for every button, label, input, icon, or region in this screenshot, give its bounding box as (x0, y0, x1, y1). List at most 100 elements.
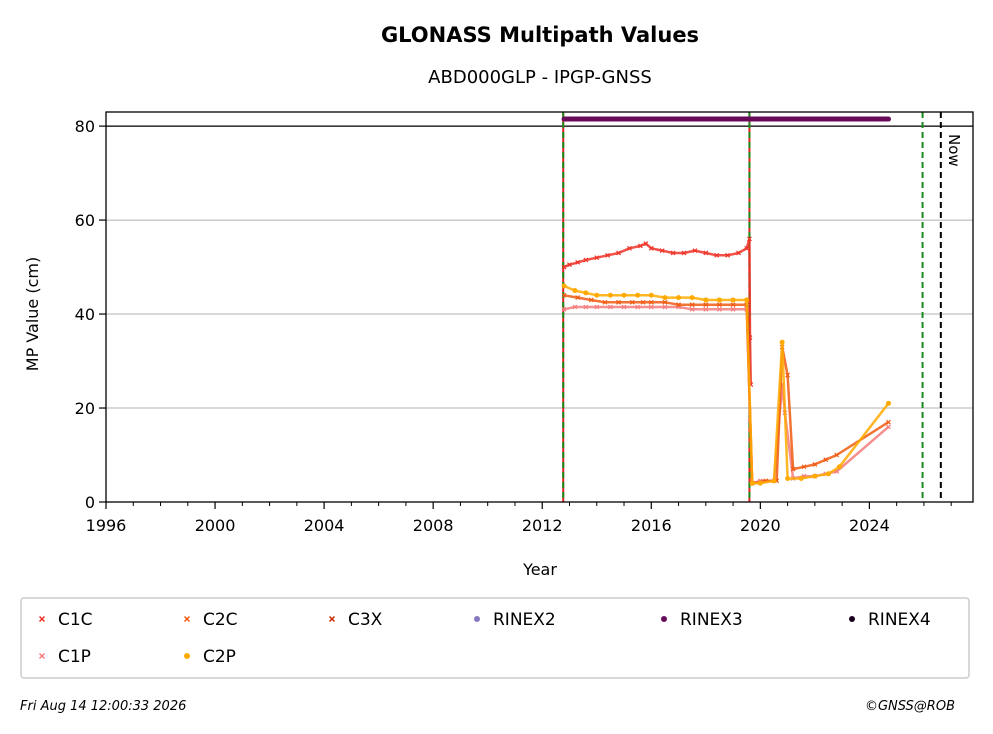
data-point-RINEX3 (836, 116, 842, 122)
data-point-C2C (602, 299, 608, 305)
data-point-C2P (826, 471, 831, 477)
data-point-RINEX3 (594, 116, 600, 122)
data-point-C1C (616, 250, 621, 256)
data-point-C1C (670, 250, 676, 256)
data-point-RINEX3 (812, 116, 818, 122)
data-point-C1C (659, 248, 665, 254)
point-mark (648, 299, 654, 305)
legend-item-RINEX3: RINEX3 (661, 610, 743, 630)
data-point-C2C (886, 419, 891, 425)
x-tick-label: 2024 (849, 516, 890, 535)
data-point-RINEX3 (796, 116, 802, 122)
data-point-C2P (648, 292, 654, 298)
point-mark (621, 304, 627, 310)
point-mark (662, 304, 668, 310)
point-mark (801, 464, 807, 470)
legend-label: RINEX4 (868, 610, 931, 630)
data-point-C2C (648, 299, 654, 305)
data-point-C2C (588, 297, 594, 303)
data-point-C2P (561, 283, 567, 289)
point-mark (676, 302, 681, 308)
y-tick-label: 40 (75, 305, 95, 324)
data-point-C2P (594, 292, 600, 298)
legend-marker (661, 616, 667, 622)
point-mark (659, 248, 665, 254)
data-point-C2P (572, 288, 578, 294)
data-point-RINEX3 (714, 116, 720, 122)
point-mark (643, 241, 649, 246)
point-mark (886, 419, 891, 425)
data-point-C1C (714, 252, 720, 258)
data-point-C1C (561, 264, 567, 270)
data-point-C2P (730, 297, 736, 303)
data-point-RINEX3 (640, 116, 646, 122)
legend-label: C2C (203, 610, 238, 630)
footer-copyright: ©GNSS@ROB (865, 699, 955, 714)
data-point-RINEX3 (665, 116, 671, 122)
legend-marker (474, 616, 480, 622)
now-label: Now (945, 134, 963, 167)
data-point-C2P (689, 295, 695, 301)
data-point-RINEX3 (885, 116, 891, 122)
y-tick-label: 60 (75, 211, 95, 230)
data-point-C2C (561, 292, 567, 298)
data-point-C2C (640, 299, 646, 305)
data-point-C1P (703, 306, 709, 312)
legend-label: C2P (203, 647, 236, 667)
data-point-C1P (730, 306, 736, 312)
data-point-C1C (575, 259, 581, 265)
data-point-C1P (689, 306, 695, 312)
point-mark (785, 372, 791, 378)
data-point-C2P (836, 464, 842, 470)
point-mark (561, 264, 567, 270)
data-point-C1C (567, 262, 572, 268)
data-point-C2P (812, 473, 818, 479)
legend-label: RINEX3 (680, 610, 743, 630)
x-tick-label: 2012 (522, 516, 563, 535)
point-mark (605, 252, 611, 258)
data-point-C2P (744, 297, 750, 303)
data-point-RINEX3 (610, 116, 616, 122)
data-point-RINEX3 (730, 116, 736, 122)
point-mark (717, 306, 722, 312)
point-mark (561, 306, 567, 312)
legend-marker (183, 615, 191, 623)
data-point-RINEX3 (561, 116, 567, 122)
data-point-RINEX3 (648, 116, 654, 122)
x-tick-label: 2008 (413, 516, 454, 535)
data-point-C2C (785, 372, 791, 378)
point-mark (594, 255, 600, 261)
point-mark (575, 259, 581, 265)
data-point-C2C (689, 302, 695, 308)
legend-marker (328, 615, 336, 623)
point-mark (594, 304, 600, 310)
point-mark (583, 304, 589, 310)
point-mark (635, 304, 641, 310)
point-mark (714, 252, 720, 258)
legend-item-RINEX2: RINEX2 (474, 610, 556, 630)
legend: C1C C2C C3X RINEX2 RINEX3 RINEX4 C1P C2P (20, 597, 970, 679)
data-point-C1C (725, 252, 731, 258)
point-mark (744, 245, 750, 251)
legend-label: C3X (348, 610, 383, 630)
point-mark (730, 306, 736, 312)
data-point-RINEX3 (763, 116, 769, 122)
chart-subtitle: ABD000GLP - IPGP-GNSS (428, 67, 652, 88)
point-mark (736, 250, 741, 256)
point-mark (670, 250, 676, 256)
data-point-C2P (757, 480, 763, 486)
point-mark (583, 257, 589, 263)
point-mark (629, 299, 635, 305)
data-point-C1P (717, 306, 722, 312)
point-mark (689, 306, 695, 312)
data-point-C2C (616, 299, 621, 305)
data-point-RINEX3 (577, 116, 583, 122)
point-mark (572, 304, 578, 310)
data-point-C2P (662, 295, 668, 301)
data-point-C1C (594, 255, 600, 261)
data-point-C1C (627, 245, 632, 251)
point-mark (616, 299, 621, 305)
legend-marker (849, 616, 855, 622)
point-mark (689, 302, 695, 308)
point-mark (834, 452, 840, 458)
